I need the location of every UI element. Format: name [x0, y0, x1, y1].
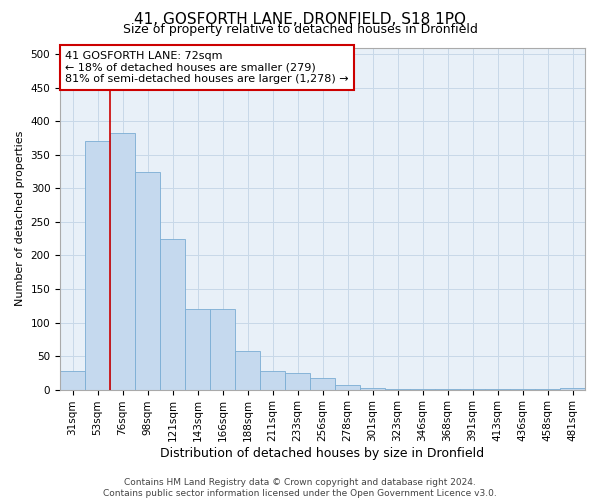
- Bar: [335, 385, 360, 390]
- Bar: [85, 142, 110, 390]
- Bar: [60, 371, 85, 390]
- Text: 41 GOSFORTH LANE: 72sqm
← 18% of detached houses are smaller (279)
81% of semi-d: 41 GOSFORTH LANE: 72sqm ← 18% of detache…: [65, 51, 349, 84]
- Bar: [110, 132, 135, 390]
- Y-axis label: Number of detached properties: Number of detached properties: [15, 131, 25, 306]
- Bar: [185, 309, 210, 390]
- Bar: [135, 172, 160, 390]
- Bar: [310, 378, 335, 390]
- Bar: [285, 374, 310, 390]
- Bar: [160, 238, 185, 390]
- Text: Size of property relative to detached houses in Dronfield: Size of property relative to detached ho…: [122, 22, 478, 36]
- Bar: [385, 389, 410, 390]
- Text: Contains HM Land Registry data © Crown copyright and database right 2024.
Contai: Contains HM Land Registry data © Crown c…: [103, 478, 497, 498]
- Bar: [485, 389, 510, 390]
- Bar: [535, 389, 560, 390]
- X-axis label: Distribution of detached houses by size in Dronfield: Distribution of detached houses by size …: [160, 447, 485, 460]
- Bar: [260, 372, 285, 390]
- Bar: [510, 389, 535, 390]
- Bar: [460, 389, 485, 390]
- Bar: [210, 309, 235, 390]
- Text: 41, GOSFORTH LANE, DRONFIELD, S18 1PQ: 41, GOSFORTH LANE, DRONFIELD, S18 1PQ: [134, 12, 466, 28]
- Bar: [360, 388, 385, 390]
- Bar: [410, 389, 435, 390]
- Bar: [235, 350, 260, 390]
- Bar: [435, 389, 460, 390]
- Bar: [560, 388, 585, 390]
